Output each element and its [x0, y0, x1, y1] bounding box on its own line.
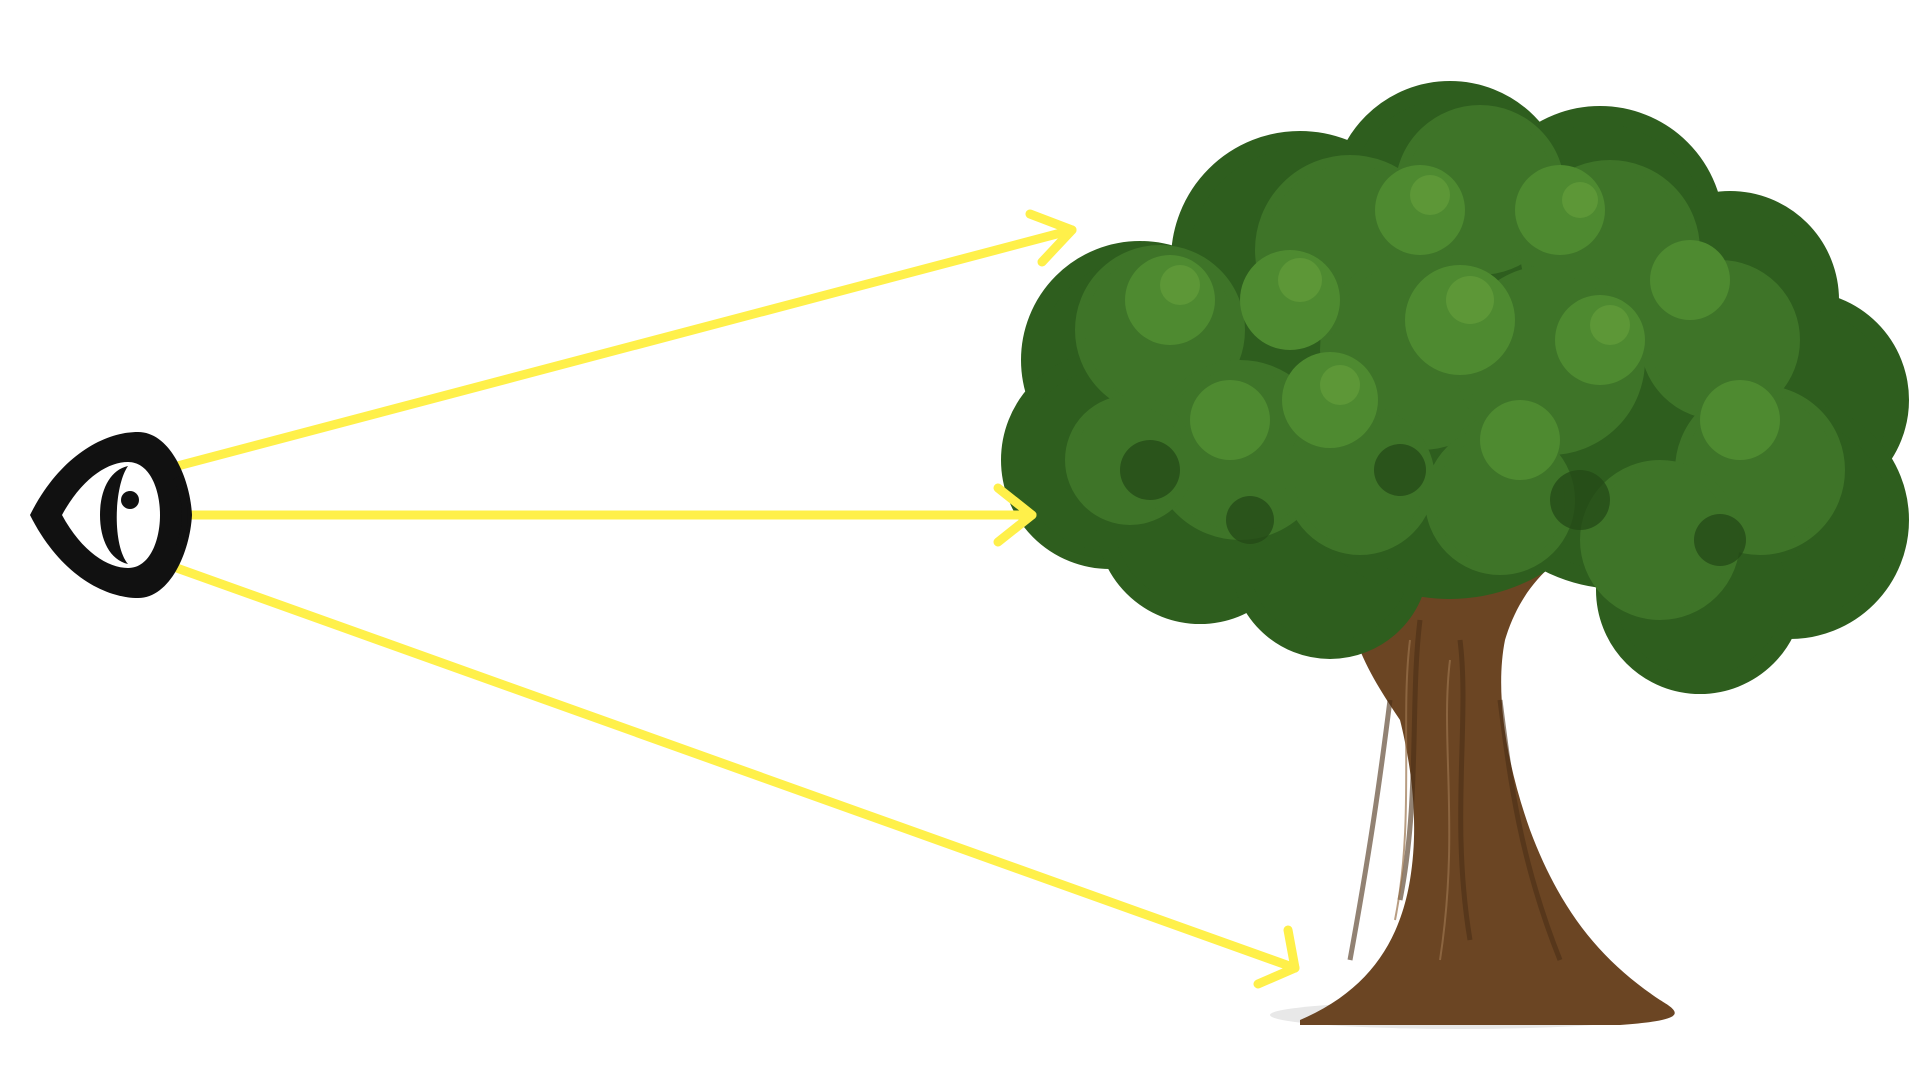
eye-icon — [30, 432, 192, 598]
tree-foliage — [1001, 81, 1909, 694]
sight-lines — [127, 209, 1300, 989]
sight-line-to-tree-base — [127, 547, 1300, 989]
sight-line-to-canopy-middle — [130, 483, 1037, 547]
sight-line-to-canopy-top — [127, 209, 1077, 483]
tree-icon — [1001, 81, 1909, 1029]
